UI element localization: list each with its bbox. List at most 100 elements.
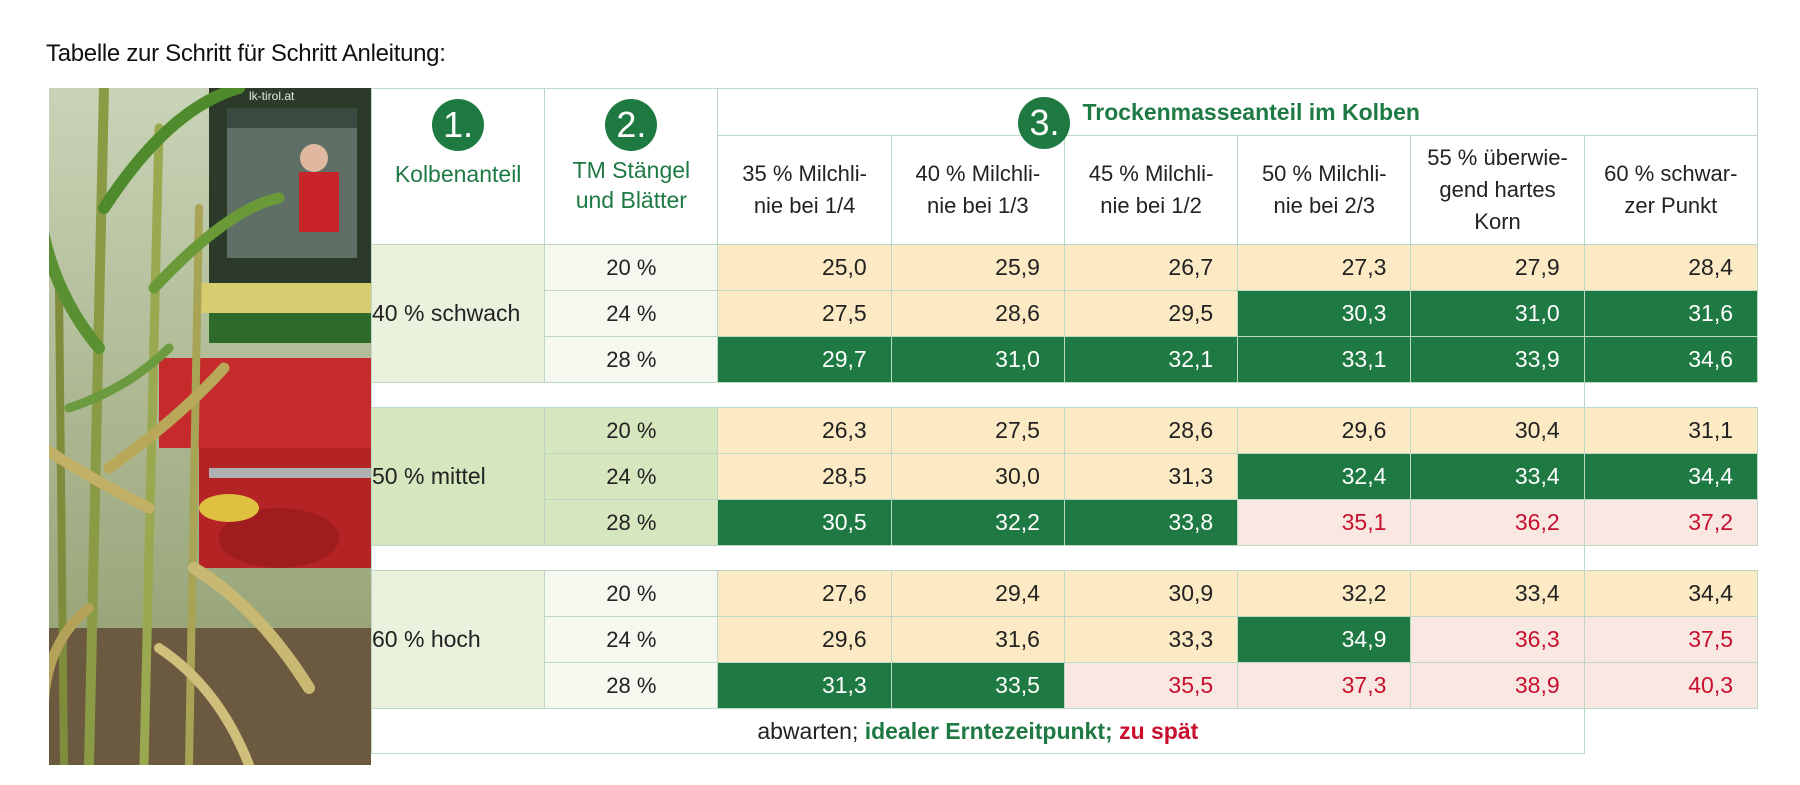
header-kolbenanteil-label: Kolbenanteil <box>394 161 522 187</box>
tm-stengel-value: 28 % <box>544 662 719 709</box>
tm-stengel-value: 28 % <box>544 336 719 383</box>
stage-header-6-line1: 60 % schwar- <box>1604 161 1738 186</box>
dry-matter-cell: 32,1 <box>1063 336 1239 383</box>
dry-matter-cell: 33,4 <box>1410 570 1585 617</box>
stage-header-3-line1: 45 % Milchli- <box>1088 161 1214 186</box>
step-badge-1: 1. <box>432 99 485 151</box>
dry-matter-cell: 28,5 <box>717 453 892 500</box>
dry-matter-cell: 33,8 <box>1063 499 1239 546</box>
stage-header-2: 40 % Milchli-nie bei 1/3 <box>890 135 1065 245</box>
kolbenanteil-label: 40 % schwach <box>370 244 546 383</box>
dry-matter-cell: 26,7 <box>1063 244 1239 291</box>
legend: abwarten; idealer Erntezeitpunkt; zu spä… <box>371 708 1585 754</box>
tm-stengel-value: 24 % <box>544 453 719 500</box>
dry-matter-cell: 34,4 <box>1583 453 1759 500</box>
table-row: 60 % hoch 20 % 27,6 29,4 30,9 32,2 33,4 34,4 <box>370 570 1759 709</box>
dry-matter-cell: 38,9 <box>1410 662 1585 709</box>
dry-matter-cell: 30,0 <box>890 453 1065 500</box>
group-spacer <box>371 545 1758 571</box>
legend-ideal: idealer Erntezeitpunkt; <box>864 717 1113 744</box>
dry-matter-cell: 30,5 <box>717 499 892 546</box>
header-tm-stengel-line1: TM Stängel <box>572 157 691 183</box>
dry-matter-cell: 27,5 <box>890 407 1065 454</box>
dry-matter-cell: 28,6 <box>890 290 1065 337</box>
stage-header-5-line2: gend hartes <box>1439 177 1556 202</box>
tm-stengel-value: 28 % <box>544 499 719 546</box>
table-row: 40 % schwach 20 % 25,0 25,9 26,7 27,3 27,9 28,4 <box>370 244 1759 383</box>
header-stages-row: 35 % Milchli-nie bei 1/4 40 % Milchli-nie… <box>372 135 1759 245</box>
photo-watermark: lk-tirol.at <box>249 89 295 103</box>
tm-stengel-value: 20 % <box>544 407 719 454</box>
stage-header-6-line2: zer Punkt <box>1624 193 1718 218</box>
group-spacer-cell <box>371 545 1585 571</box>
stage-header-3: 45 % Milchli-nie bei 1/2 <box>1063 135 1239 245</box>
dry-matter-cell: 34,9 <box>1237 616 1412 663</box>
step-badge-3: 3. <box>1018 97 1071 149</box>
dry-matter-cell: 25,0 <box>717 244 892 291</box>
dry-matter-cell: 31,1 <box>1583 407 1759 454</box>
stage-header-5-line1: 55 % überwie- <box>1427 145 1568 170</box>
tm-stengel-value: 24 % <box>544 616 719 663</box>
dry-matter-cell: 29,4 <box>890 570 1065 617</box>
table-row: 28 % 31,3 33,5 35,5 37,3 38,9 40,3 <box>372 662 1759 709</box>
dry-matter-cell: 25,9 <box>890 244 1065 291</box>
header-row-top: 1. Kolbenanteil 2. TM Stängel und Blätte… <box>370 88 1758 245</box>
header-tm-stengel: 2. TM Stängel und Blätter <box>544 88 719 245</box>
table-row: 28 % 29,7 31,0 32,1 33,1 33,9 34,6 <box>372 336 1759 383</box>
dry-matter-cell: 30,4 <box>1410 407 1585 454</box>
table-row: 24 % 27,5 28,6 29,5 30,3 31,0 31,6 <box>372 290 1759 337</box>
stage-header-6: 60 % schwar-zer Punkt <box>1583 135 1759 245</box>
legend-wait: abwarten; <box>757 717 859 744</box>
dry-matter-cell: 29,7 <box>717 336 892 383</box>
dry-matter-cell: 34,6 <box>1583 336 1759 383</box>
header-tm-stengel-line2: und Blätter <box>575 187 687 213</box>
stage-header-4: 50 % Milchli-nie bei 2/3 <box>1237 135 1412 245</box>
step-badge-2: 2. <box>605 99 658 151</box>
stage-header-3-line2: nie bei 1/2 <box>1100 193 1202 218</box>
dry-matter-cell: 27,6 <box>717 570 892 617</box>
dry-matter-cell: 31,3 <box>1063 453 1239 500</box>
dry-matter-cell: 36,2 <box>1410 499 1585 546</box>
group-spacer <box>371 382 1758 408</box>
tm-stengel-value: 20 % <box>544 244 719 291</box>
page-title: Tabelle zur Schritt für Schritt Anleitun… <box>46 40 446 67</box>
table-row: 24 % 29,6 31,6 33,3 34,9 36,3 37,5 <box>372 616 1759 663</box>
stage-header-5-line3: Korn <box>1474 209 1521 234</box>
stage-header-4-line2: nie bei 2/3 <box>1273 193 1376 218</box>
dry-matter-cell: 31,0 <box>1410 290 1585 337</box>
dry-matter-cell: 31,6 <box>1583 290 1759 337</box>
dry-matter-cell: 33,9 <box>1410 336 1585 383</box>
dry-matter-cell: 30,9 <box>1063 570 1239 617</box>
stage-header-1-line1: 35 % Milchli- <box>742 161 867 186</box>
dry-matter-cell: 27,3 <box>1237 244 1412 291</box>
legend-row: abwarten; idealer Erntezeitpunkt; zu spä… <box>371 708 1758 754</box>
dry-matter-cell: 29,6 <box>1237 407 1412 454</box>
dry-matter-cell: 37,5 <box>1583 616 1759 663</box>
dry-matter-cell: 34,4 <box>1583 570 1759 617</box>
table-row: 24 % 28,5 30,0 31,3 32,4 33,4 34,4 <box>372 453 1759 500</box>
table-row: 50 % mittel 20 % 26,3 27,5 28,6 29,6 30,4 31,1 <box>370 407 1759 546</box>
dry-matter-cell: 27,5 <box>717 290 892 337</box>
dry-matter-cell: 35,5 <box>1063 662 1239 709</box>
stage-header-4-line1: 50 % Milchli- <box>1261 161 1387 186</box>
dry-matter-cell: 30,3 <box>1237 290 1412 337</box>
dry-matter-cell: 36,3 <box>1410 616 1585 663</box>
dry-matter-cell: 29,5 <box>1063 290 1239 337</box>
table-row: 28 % 30,5 32,2 33,8 35,1 36,2 37,2 <box>372 499 1759 546</box>
dry-matter-cell: 26,3 <box>717 407 892 454</box>
header-trockenmasse: 3. Trockenmasseanteil im Kolben <box>717 88 1758 149</box>
harvest-table: 1. Kolbenanteil 2. TM Stängel und Blätte… <box>370 88 1759 754</box>
dry-matter-cell: 33,4 <box>1410 453 1585 500</box>
dry-matter-cell: 33,5 <box>890 662 1065 709</box>
dry-matter-cell: 28,6 <box>1063 407 1239 454</box>
dry-matter-cell: 32,2 <box>890 499 1065 546</box>
tm-stengel-value: 24 % <box>544 290 719 337</box>
dry-matter-cell: 32,4 <box>1237 453 1412 500</box>
kolbenanteil-label: 60 % hoch <box>370 570 546 709</box>
dry-matter-cell: 37,3 <box>1237 662 1412 709</box>
dry-matter-cell: 32,2 <box>1237 570 1412 617</box>
dry-matter-cell: 33,3 <box>1063 616 1239 663</box>
legend-late: zu spät <box>1119 717 1199 744</box>
stage-header-2-line2: nie bei 1/3 <box>927 193 1029 218</box>
dry-matter-cell: 31,0 <box>890 336 1065 383</box>
